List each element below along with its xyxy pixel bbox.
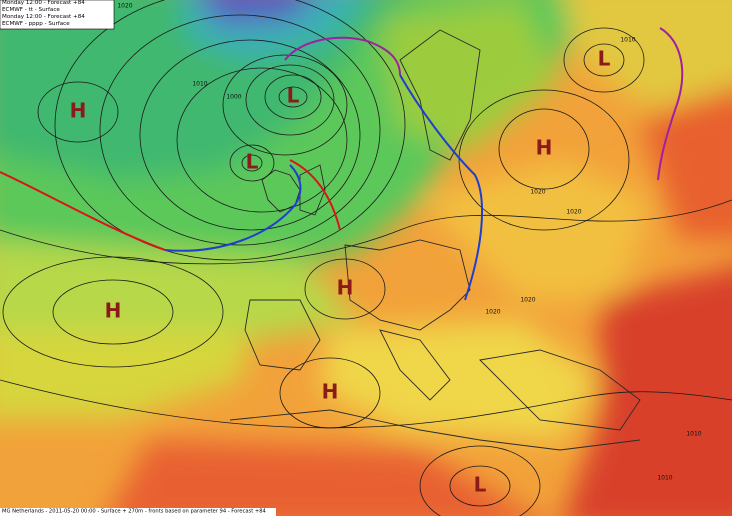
pressure-center: L: [598, 47, 611, 71]
isobar-label: 1020: [566, 209, 581, 216]
pressure-center: L: [474, 473, 487, 497]
pressure-center: L: [287, 84, 300, 108]
header-box: [0, 0, 115, 30]
footer-box: [0, 508, 276, 516]
pressure-center: H: [536, 136, 553, 160]
isobar-label: 1020: [530, 189, 545, 196]
pressure-center: H: [322, 380, 339, 404]
fronts: [0, 27, 684, 301]
pressure-center: L: [246, 150, 259, 174]
isobar-label: 1020: [485, 309, 500, 316]
isobar-label: 1010: [686, 431, 701, 438]
isobar-label: 1010: [657, 475, 672, 482]
pressure-center: H: [105, 299, 122, 323]
header-line: Monday 12:00 - Forecast +84: [2, 0, 85, 6]
isobar-label: 1010: [192, 81, 207, 88]
header-line: ECMWF - tt - Surface: [2, 7, 60, 13]
pressure-center: H: [337, 276, 354, 300]
isobar-label: 1020: [520, 297, 535, 304]
isobar-label: 1020: [117, 3, 132, 10]
header-line: ECMWF - pppp - Surface: [2, 21, 70, 27]
isobar-label: 1000: [226, 94, 241, 101]
header-line: Monday 12:00 - Forecast +84: [2, 14, 85, 20]
pressure-center: H: [70, 99, 87, 123]
footer: MG Netherlands - 2011-05-20 00:00 - Surf…: [2, 509, 267, 515]
isobar-label: 1010: [620, 37, 635, 44]
